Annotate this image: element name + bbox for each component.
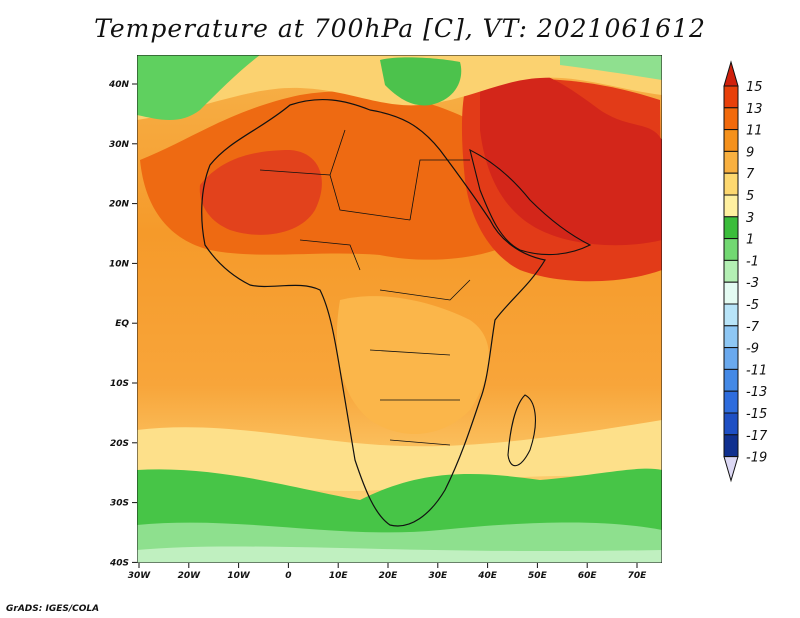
colorbar: 15 13 11 9 7 5 3 1 -1 -3 -5 -7 -9 -11 -13 -15 -17 -19 [723,60,768,483]
colorbar-label: -17 [746,429,768,444]
colorbar-segment [723,150,739,174]
colorbar-segment [723,194,739,218]
colorbar-label: -15 [746,407,767,422]
colorbar-segment [723,390,739,414]
colorbar-segment [723,85,739,109]
colorbar-segment [723,434,739,458]
lat-label: 40S [109,558,129,568]
lat-label: 30N [109,140,130,150]
colorbar-label: 15 [746,80,763,95]
colorbar-segment [723,107,739,131]
colorbar-segment [723,325,739,349]
colorbar-label: 9 [746,145,754,160]
colorbar-segment [723,281,739,305]
colorbar-segment [723,216,739,240]
lon-label: 40E [477,571,498,581]
colorbar-top-arrow [723,60,739,87]
colorbar-label: -5 [746,298,759,313]
lat-label: 20N [109,200,130,210]
lon-label: 10W [227,571,251,581]
latitude-axis: 40N 30N 20N 10N EQ 10S 20S 30S 40S [108,80,137,568]
map-title: Temperature at 700hPa [C], VT: 202106161… [94,14,706,43]
lon-label: 70E [628,571,648,581]
colorbar-segment [723,129,739,152]
lon-label: 30W [128,571,152,581]
colorbar-label: -13 [746,385,767,400]
lat-label: EQ [115,319,129,329]
colorbar-label: 11 [746,124,763,139]
lon-label: 60E [578,571,598,581]
colorbar-segment [723,238,739,261]
lon-label: 20E [379,571,399,581]
colorbar-segment [723,259,739,283]
colorbar-label: 3 [746,211,754,226]
colorbar-segment [723,303,739,327]
lat-label: 20S [110,439,129,449]
lat-label: 30S [110,499,129,509]
lon-label: 10E [329,571,349,581]
colorbar-label: 7 [746,167,755,182]
colorbar-label: 5 [746,189,754,204]
grads-credit: GrADS: IGES/COLA [6,604,100,614]
lon-label: 50E [528,571,548,581]
lon-label: 0 [285,571,291,581]
colorbar-segment [723,412,739,436]
colorbar-segment [723,172,739,196]
lon-label: 30E [428,571,448,581]
colorbar-bottom-arrow [723,456,739,483]
temperature-field [137,55,662,563]
colorbar-label: -1 [746,254,759,269]
colorbar-segment [723,368,739,392]
colorbar-label: -9 [746,342,759,357]
lat-label: 40N [108,80,130,90]
lon-label: 20W [178,571,202,581]
colorbar-label: -3 [746,276,759,291]
lat-label: 10N [109,259,130,269]
colorbar-label: -19 [746,451,767,466]
colorbar-label: -11 [746,363,767,378]
colorbar-label: 13 [746,102,763,117]
colorbar-label: 1 [746,233,754,248]
colorbar-label: -7 [746,320,760,335]
longitude-axis: 30W 20W 10W 0 10E 20E 30E 40E 50E 60E 70E [128,563,647,581]
colorbar-segment [723,347,739,370]
lat-label: 10S [110,379,129,389]
